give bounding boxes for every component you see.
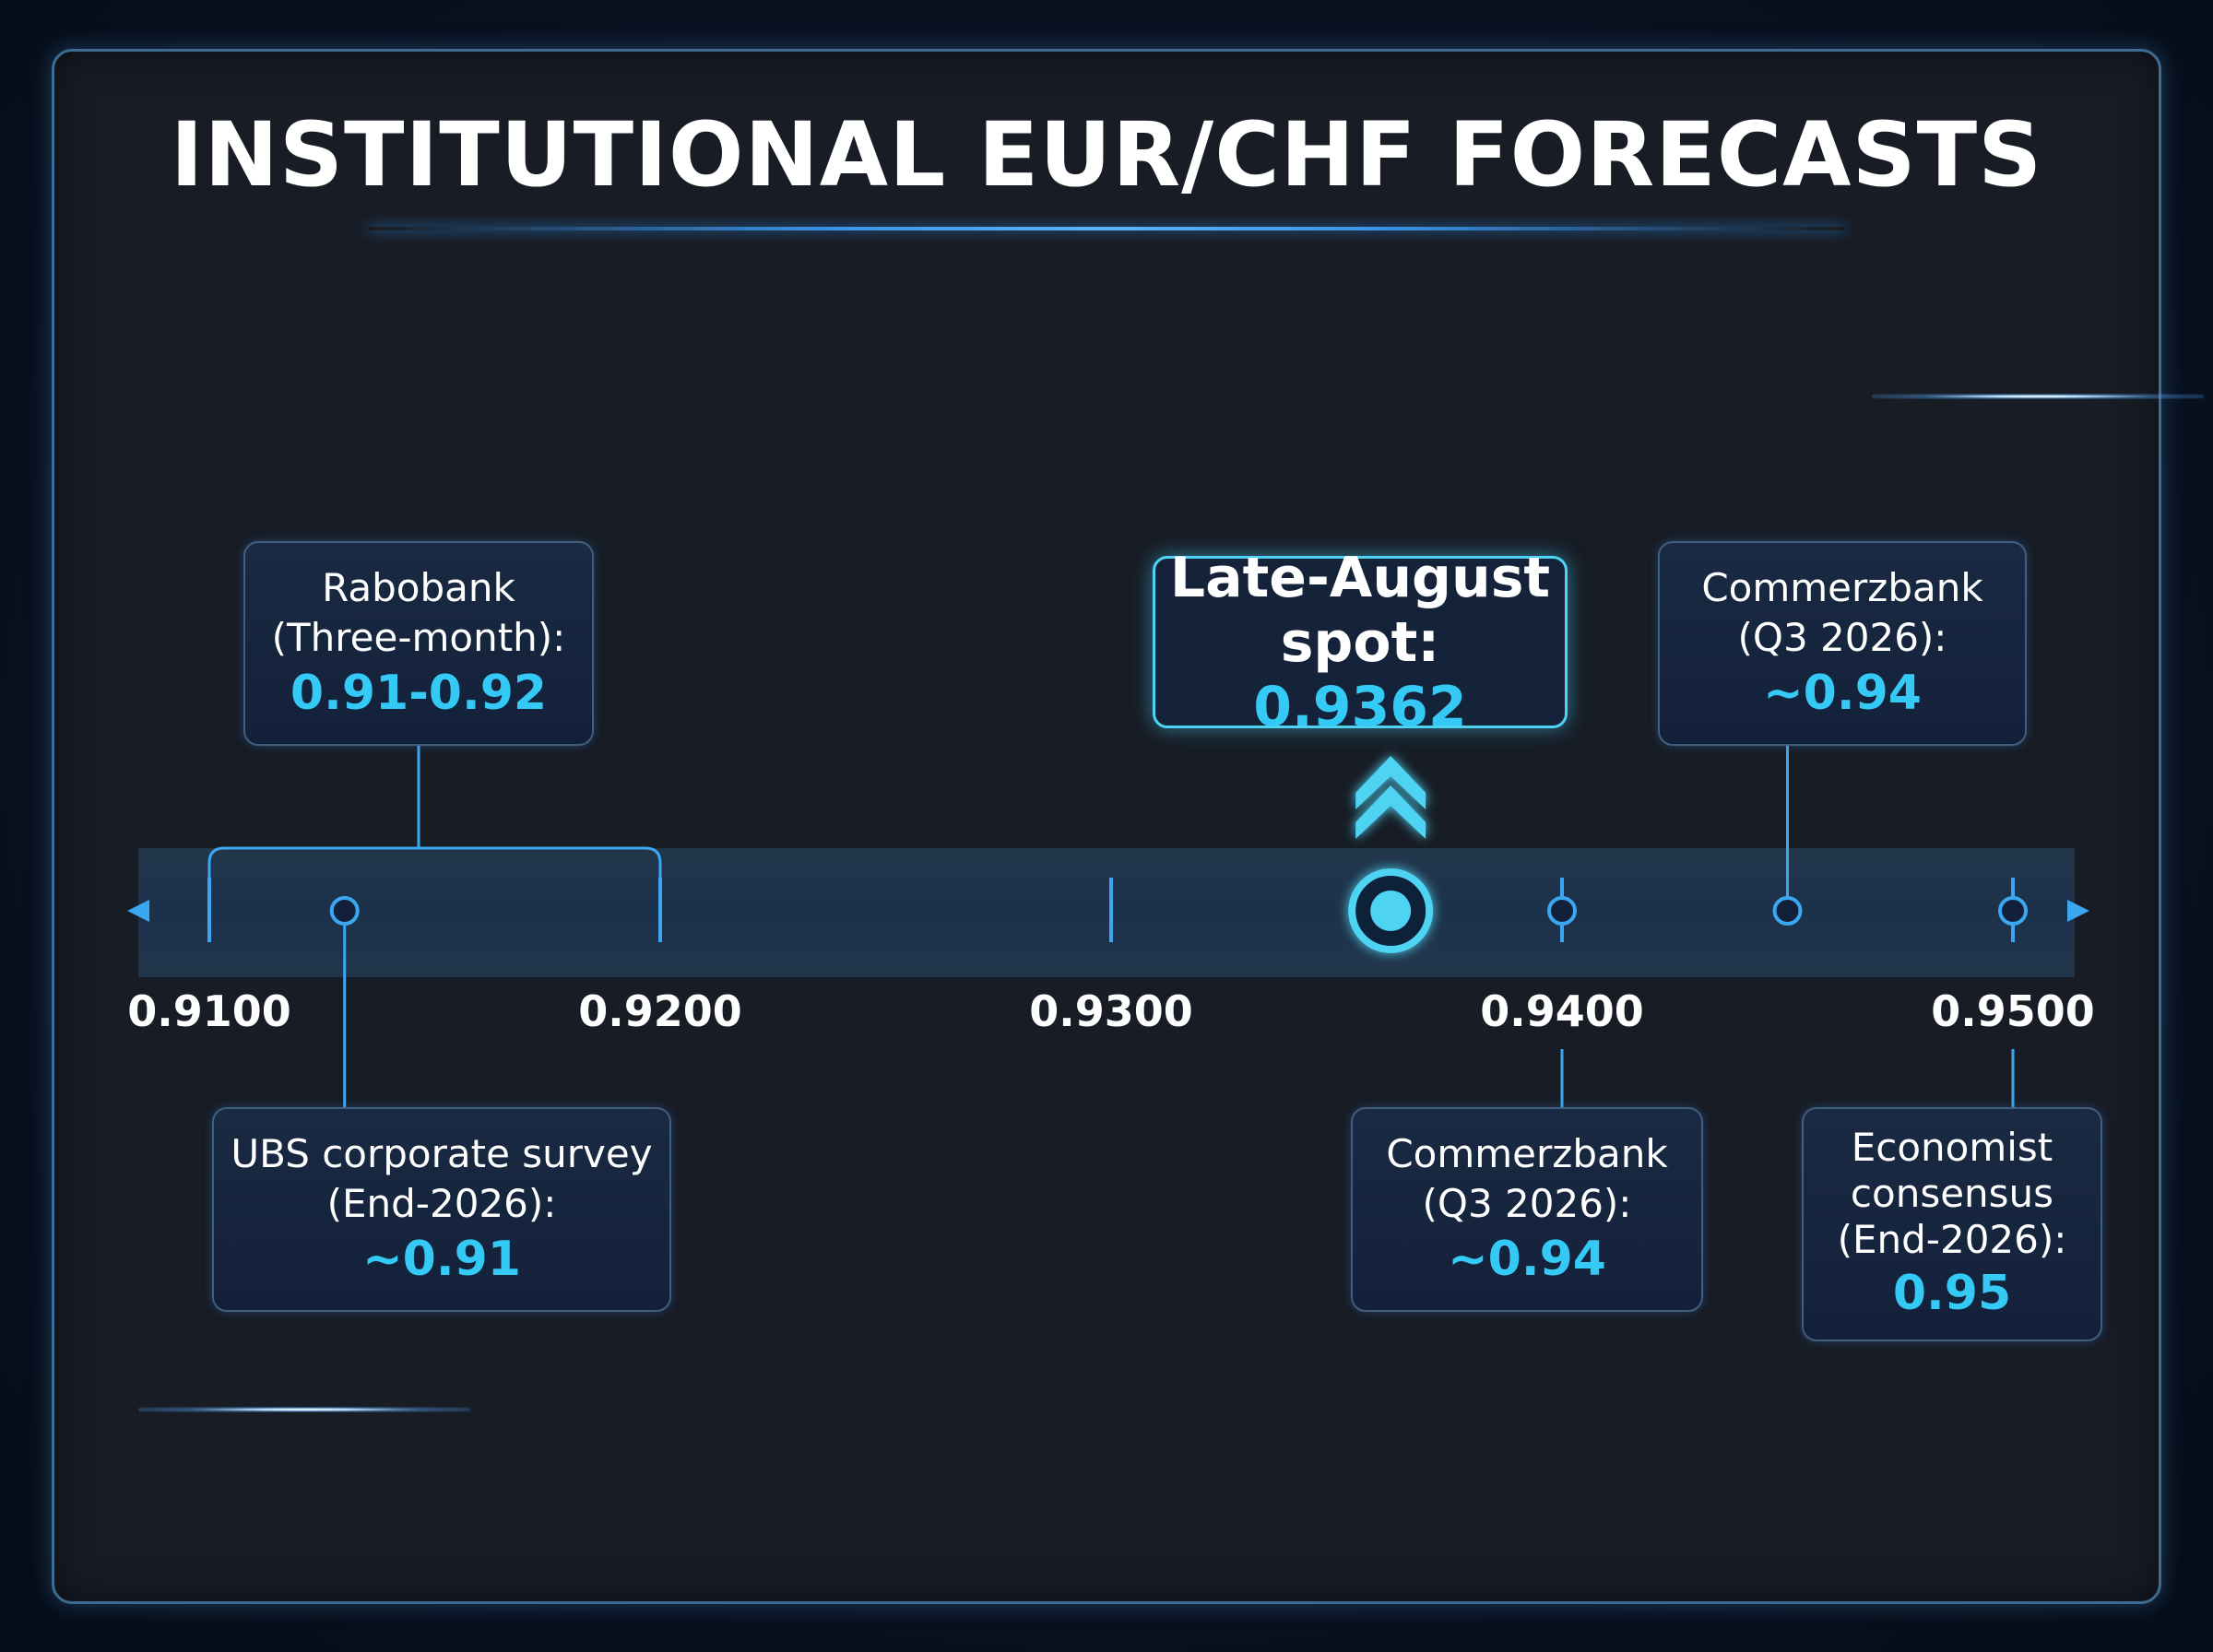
spot-value: 0.9362 [1253, 674, 1467, 739]
forecast-value: ~0.91 [362, 1232, 521, 1287]
commerzbank-top-marker [1772, 896, 1803, 926]
forecast-value: ~0.94 [1763, 666, 1922, 721]
forecast-value: ~0.94 [1448, 1232, 1606, 1287]
axis-tick-label: 0.9500 [1931, 986, 2095, 1036]
light-streak-decoration [138, 1407, 470, 1412]
forecast-label: Commerzbank (Q3 2026): [1701, 565, 1983, 660]
forecast-value: 0.95 [1892, 1266, 2012, 1321]
spot-arrow-head [1355, 785, 1426, 839]
forecast-label: Rabobank (Three-month): [271, 565, 566, 660]
ubs-marker [329, 896, 360, 926]
axis-tick-label: 0.9200 [578, 986, 742, 1036]
economist-marker [1998, 896, 2028, 926]
spot-rate-callout: Late-August spot: 0.9362 [1153, 546, 1568, 739]
commerzbank-top-forecast-box: Commerzbank (Q3 2026): ~0.94 [1658, 541, 2027, 746]
forecast-label: Economist consensus (End-2026): [1837, 1125, 2067, 1262]
forecast-value: 0.91-0.92 [290, 666, 548, 721]
light-streak-decoration [1872, 394, 2204, 399]
diagram-frame [52, 49, 2161, 1604]
spot-label: Late-August spot: [1169, 545, 1551, 675]
axis-tick-label: 0.9400 [1480, 986, 1644, 1036]
page-title: INSTITUTIONAL EUR/CHF FORECASTS [170, 103, 2043, 206]
spot-marker-dot [1370, 891, 1412, 931]
commerzbank-bottom-marker [1547, 896, 1577, 926]
axis-arrow-left [127, 900, 149, 922]
economist-forecast-box: Economist consensus (End-2026): 0.95 [1802, 1107, 2102, 1341]
axis-arrow-right [2067, 900, 2089, 922]
title-underline [369, 227, 1844, 230]
axis-tick-label: 0.9300 [1029, 986, 1193, 1036]
ubs-forecast-box: UBS corporate survey (End-2026): ~0.91 [212, 1107, 671, 1312]
rabobank-range-bracket [207, 846, 662, 883]
spot-arrow-head [1355, 756, 1426, 809]
forecast-label: UBS corporate survey (End-2026): [231, 1131, 653, 1226]
axis-tick-label: 0.9100 [127, 986, 291, 1036]
rabobank-forecast-box: Rabobank (Three-month): 0.91-0.92 [243, 541, 594, 746]
commerzbank-bottom-forecast-box: Commerzbank (Q3 2026): ~0.94 [1351, 1107, 1703, 1312]
forecast-label: Commerzbank (Q3 2026): [1386, 1131, 1668, 1226]
